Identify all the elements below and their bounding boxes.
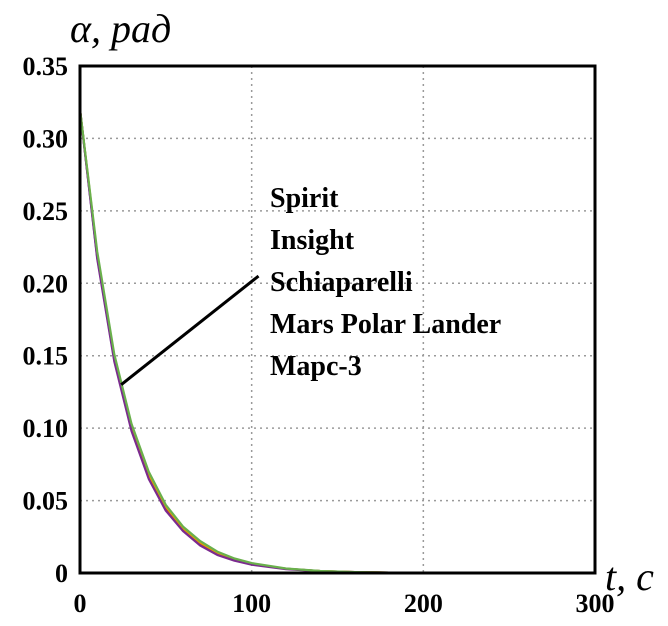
legend-entry: Mars Polar Lander	[270, 309, 501, 340]
grid-lines	[80, 66, 595, 573]
legend: Spirit Insight Schiaparelli Mars Polar Land…	[270, 183, 501, 382]
plot-frame	[78, 64, 597, 575]
series-line	[78, 109, 595, 575]
x-tick-label: 200	[404, 589, 443, 618]
y-tick-label: 0.05	[23, 487, 69, 516]
x-tick-label: 100	[232, 589, 271, 618]
series-line	[78, 109, 595, 575]
y-tick-label: 0.25	[23, 197, 69, 226]
x-tick-labels: 0 100 200 300	[74, 589, 615, 618]
x-axis-label: t, c	[605, 554, 654, 599]
y-tick-label: 0.20	[23, 269, 69, 298]
series-lines	[78, 109, 595, 575]
x-tick-label: 300	[576, 589, 615, 618]
legend-entry: Schiaparelli	[270, 267, 413, 298]
y-tick-labels: 0 0.05 0.10 0.15 0.20 0.25 0.30 0.35	[23, 52, 69, 588]
series-line	[78, 109, 595, 575]
legend-pointer-line	[120, 274, 260, 386]
legend-entry: Spirit	[270, 183, 339, 214]
legend-entry: Insight	[270, 225, 355, 256]
y-tick-label: 0.10	[23, 414, 69, 443]
y-tick-label: 0.30	[23, 124, 69, 153]
y-tick-label: 0.15	[23, 342, 69, 371]
y-axis-label: α, рад	[70, 6, 171, 51]
x-tick-label: 0	[74, 589, 87, 618]
series-line	[78, 109, 595, 575]
y-tick-label: 0.35	[23, 52, 69, 81]
y-tick-label: 0	[55, 559, 68, 588]
series-line	[78, 109, 595, 575]
legend-entry: Марс-3	[270, 351, 362, 382]
